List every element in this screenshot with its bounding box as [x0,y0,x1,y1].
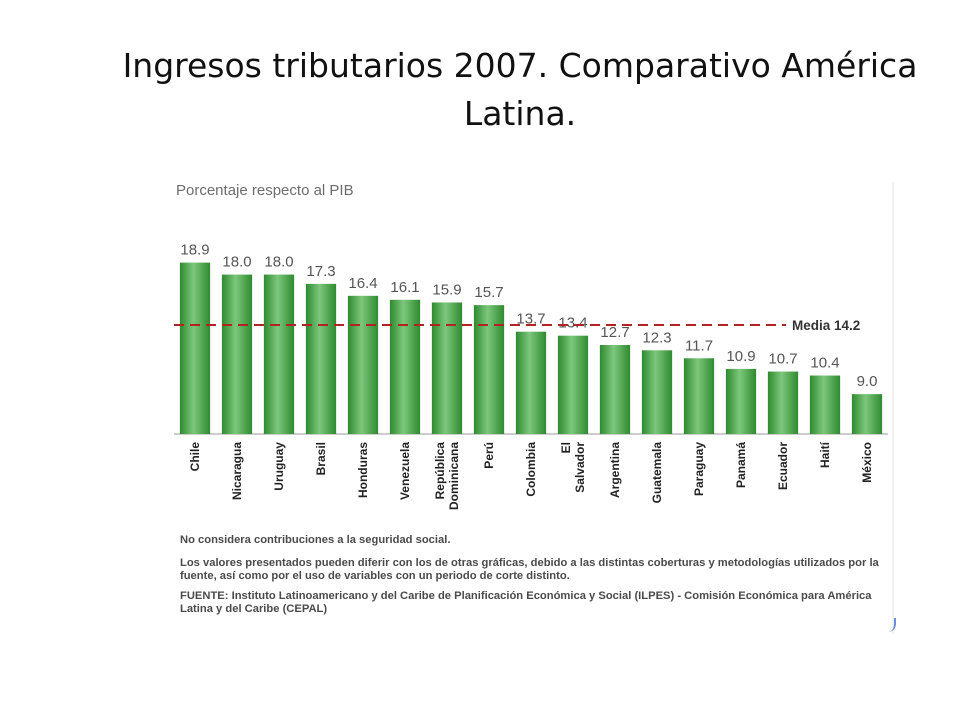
bar-value-label-1: 18.0 [222,254,251,271]
bar-value-label-3: 17.3 [306,263,335,280]
bar-1 [221,274,253,434]
category-label-0: Chile [188,442,202,472]
note-social-security: No considera contribuciones a la segurid… [180,534,451,546]
bar-value-label-10: 12.7 [600,324,629,341]
chart-subtitle: Porcentaje respecto al PIB [176,182,354,199]
bar-2 [263,274,295,434]
bar-5 [389,299,421,434]
category-label-15: Haití [818,441,832,468]
bar-value-label-4: 16.4 [348,275,377,292]
bar-value-label-0: 18.9 [180,242,209,259]
bar-6 [431,302,463,434]
category-label-10: Argentina [608,442,622,498]
bar-value-label-8: 13.7 [516,311,545,328]
category-label-7: Perú [482,442,496,469]
slide-title: Ingresos tributarios 2007. Comparativo A… [122,46,918,133]
bar-value-label-12: 11.7 [685,337,713,354]
category-label-16: México [860,442,874,483]
bar-0 [179,262,211,434]
bar-value-label-7: 15.7 [474,284,503,301]
category-label-9: ElSalvador [559,442,587,493]
category-label-1: Nicaragua [230,442,244,500]
category-label-13: Panamá [734,442,748,488]
category-label-5: Venezuela [398,442,412,500]
category-label-6: RepúblicaDominicana [433,442,461,510]
bar-value-label-9: 13.4 [558,315,587,332]
bar-value-label-6: 15.9 [432,281,461,298]
bar-16 [851,394,883,434]
bar-value-label-11: 12.3 [642,329,671,346]
chart-figure: Porcentaje respecto al PIB 18.9 Chile 18.0… [168,172,892,634]
category-label-3: Brasil [314,442,328,475]
bar-value-label-16: 9.0 [857,373,878,390]
category-label-14: Ecuador [776,442,790,490]
chart-notes: No considera contribuciones a la segurid… [180,534,892,623]
category-label-4: Honduras [356,442,370,498]
bar-chart: 18.9 Chile 18.0 Nicaragua 18.0 Uruguay 17.3 Bra… [174,242,888,510]
bar-12 [683,358,715,434]
bar-8 [515,331,547,434]
bar-11 [641,350,673,434]
category-label-2: Uruguay [272,442,286,491]
category-label-8: Colombia [524,442,538,497]
note-source: FUENTE: Instituto Latinoamericano y del … [180,589,872,616]
category-label-12: Paraguay [692,442,706,496]
bar-value-label-15: 10.4 [810,355,839,372]
bar-10 [599,344,631,434]
bar-3 [305,283,337,434]
bar-7 [473,305,505,434]
bar-value-label-5: 16.1 [390,279,419,296]
bar-value-label-14: 10.7 [768,351,797,368]
bar-13 [725,368,757,434]
bar-value-label-2: 18.0 [264,254,293,271]
bar-4 [347,295,379,434]
corner-mark [886,618,896,632]
bar-value-label-13: 10.9 [726,348,755,365]
bar-14 [767,371,799,434]
note-methodology: Los valores presentados pueden diferir c… [180,556,879,583]
mean-reference-label: Media 14.2 [792,318,860,333]
bar-15 [809,375,841,434]
category-label-11: Guatemala [650,442,664,504]
bar-9 [557,335,589,434]
